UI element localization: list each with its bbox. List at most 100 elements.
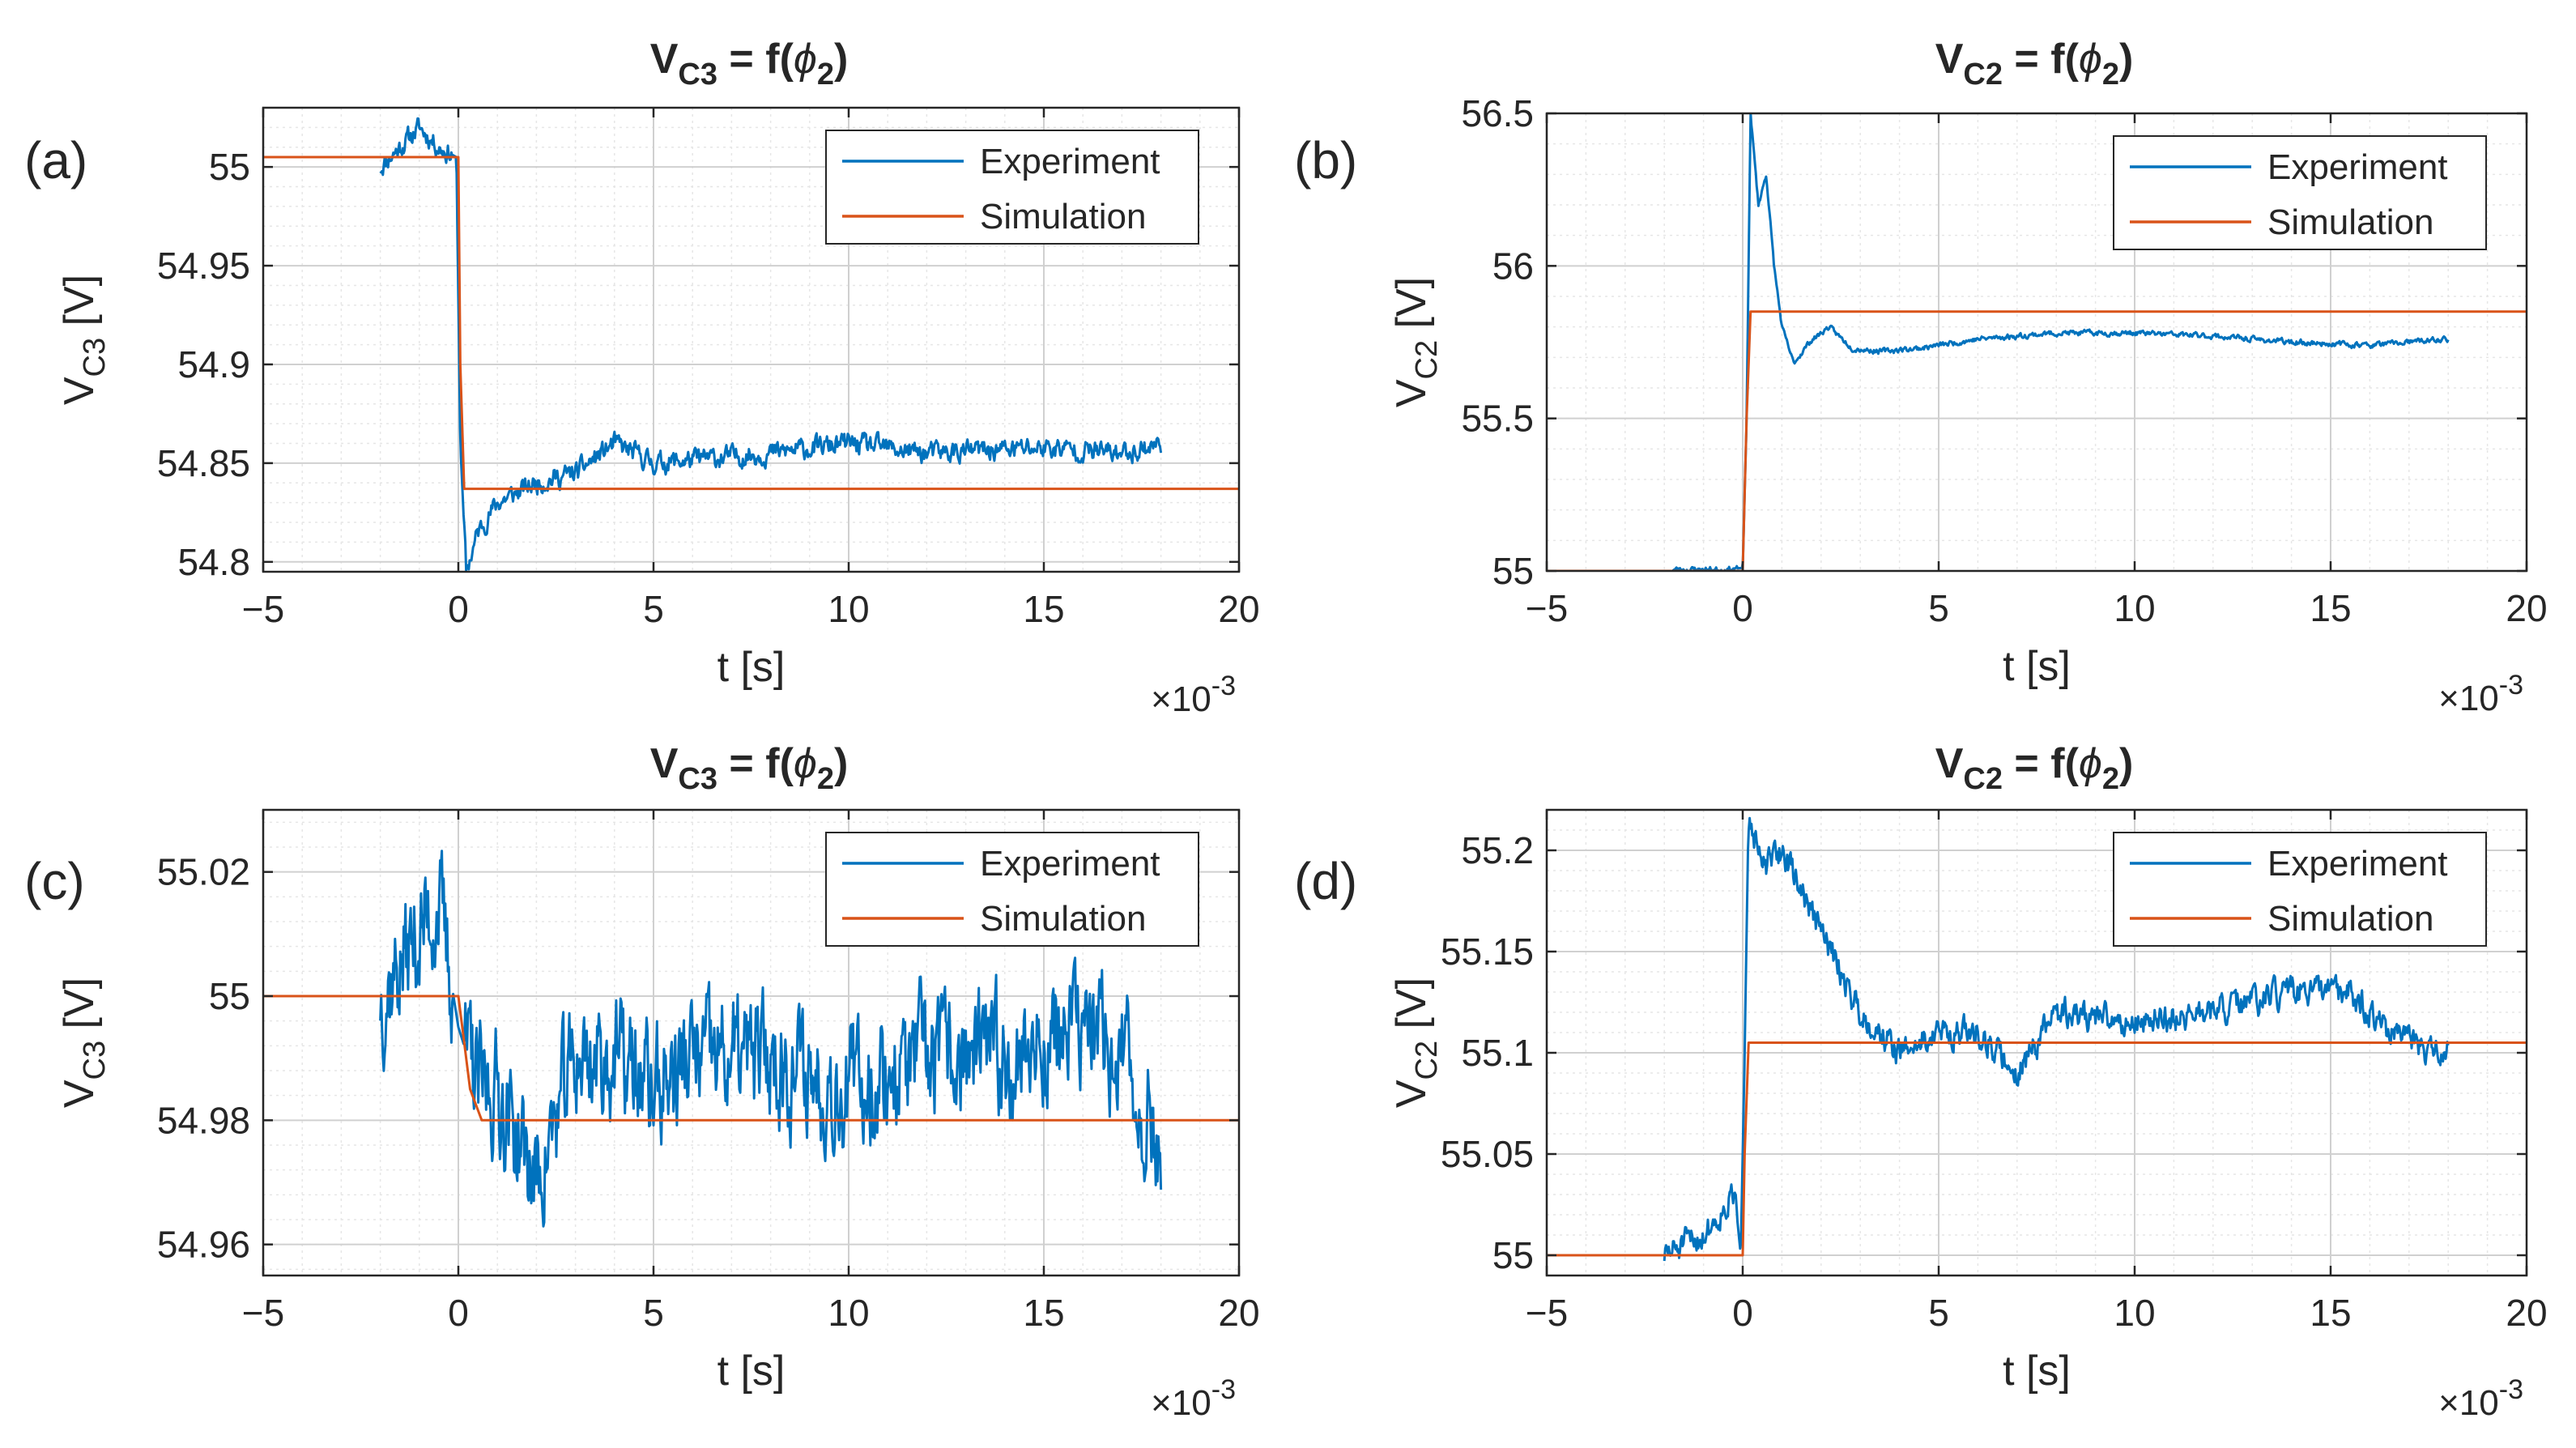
x-tick-label: 15: [2310, 587, 2351, 629]
x-axis-label: t [s]: [717, 644, 786, 691]
x-tick-label: 20: [2506, 587, 2547, 629]
panel-label: (a): [24, 131, 87, 190]
tick-marks: [262, 810, 1241, 1276]
panel-label: (b): [1294, 131, 1357, 190]
simulation-series-line: [263, 155, 1239, 491]
x-tick-label: −5: [242, 1292, 284, 1334]
y-tick-label: 54.98: [157, 1099, 250, 1141]
simulation-series-line: [263, 994, 1239, 1122]
legend: Experiment Simulation: [2113, 832, 2487, 947]
x-tick-label: 5: [1928, 587, 1949, 629]
y-axis-label: VC2 [V]: [1388, 277, 1444, 407]
y-tick-label: 56.5: [1461, 92, 1534, 134]
simulation-series-line: [1547, 1041, 2527, 1257]
x-tick-label: −5: [1526, 1292, 1568, 1334]
legend-label-simulation: Simulation: [2267, 899, 2433, 939]
y-tick-label: 56: [1492, 245, 1534, 287]
x-tick-label: 10: [2114, 1292, 2155, 1334]
x-tick-label: 15: [1023, 1292, 1064, 1334]
legend-label-simulation: Simulation: [980, 197, 1146, 236]
x-tick-label: 15: [1023, 588, 1064, 630]
x-axis-label: t [s]: [2003, 643, 2071, 690]
series-group: [263, 117, 1239, 572]
legend-label-simulation: Simulation: [980, 899, 1146, 939]
tick-marks: [1545, 810, 2528, 1276]
axes-box: [262, 106, 1241, 573]
legend-label-experiment: Experiment: [2267, 147, 2448, 187]
x-tick-label: 5: [643, 1292, 664, 1334]
x-tick-label: 0: [1732, 587, 1753, 629]
y-tick-label: 55.02: [157, 851, 250, 893]
axes-box: [1545, 808, 2528, 1277]
x-axis-label: t [s]: [2003, 1348, 2071, 1395]
chart-panel-d: −5 0 5 10 15 20 55 55.05 55.1 55.15 55.2 t [s] ×10-3…: [1294, 740, 2548, 1423]
x-tick-label: 20: [2506, 1292, 2547, 1334]
tick-marks: [262, 108, 1241, 572]
x-axis-multiplier: ×10-3: [2438, 1374, 2523, 1423]
x-tick-label: 0: [448, 588, 469, 630]
y-tick-label: 55.15: [1441, 931, 1534, 973]
chart-title: VC3 = f(ϕ2): [650, 36, 849, 92]
legend-box: [825, 130, 1199, 245]
legend-label-experiment: Experiment: [980, 844, 1160, 884]
x-tick-label: 10: [828, 1292, 869, 1334]
y-tick-label: 54.96: [157, 1224, 250, 1266]
y-axis-label: VC2 [V]: [1388, 977, 1444, 1108]
y-tick-label: 55: [1492, 550, 1534, 592]
panel-label: (d): [1294, 852, 1357, 910]
y-tick-label: 54.9: [177, 343, 250, 385]
x-tick-label: −5: [1526, 587, 1568, 629]
legend: Experiment Simulation: [2113, 135, 2487, 250]
legend-label-experiment: Experiment: [980, 142, 1160, 181]
x-tick-label: 0: [1732, 1292, 1753, 1334]
y-tick-label: 55.5: [1461, 398, 1534, 440]
chart-title: VC2 = f(ϕ2): [1935, 36, 2134, 92]
legend-box: [2113, 832, 2487, 947]
legend-box: [2113, 135, 2487, 250]
chart-panel-b: −5 0 5 10 15 20 55 55.5 56 56.5 t [s] ×10-3 VC2 [V] V…: [1294, 36, 2548, 718]
legend-label-experiment: Experiment: [2267, 844, 2448, 884]
panel-label: (c): [24, 852, 85, 910]
legend-label-simulation: Simulation: [2267, 202, 2433, 242]
x-tick-label: 0: [448, 1292, 469, 1334]
x-axis-multiplier: ×10-3: [2438, 670, 2523, 718]
simulation-series-line: [1547, 310, 2527, 571]
x-axis-label: t [s]: [717, 1348, 786, 1395]
chart-title: VC2 = f(ϕ2): [1935, 740, 2134, 796]
x-tick-label: 5: [643, 588, 664, 630]
experiment-series-line: [379, 850, 1163, 1228]
y-tick-label: 54.8: [177, 541, 250, 583]
legend: Experiment Simulation: [825, 130, 1199, 245]
y-tick-label: 55: [209, 146, 250, 188]
y-tick-label: 55: [1492, 1234, 1534, 1276]
axes-box: [1545, 112, 2528, 573]
y-tick-label: 55: [209, 975, 250, 1017]
legend-box: [825, 832, 1199, 947]
series-group: [1547, 113, 2527, 571]
tick-marks: [1545, 112, 2528, 573]
legend: Experiment Simulation: [825, 832, 1199, 947]
y-tick-label: 55.1: [1461, 1032, 1534, 1074]
x-tick-label: 10: [828, 588, 869, 630]
chart-title: VC3 = f(ϕ2): [650, 740, 849, 796]
x-tick-label: 20: [1218, 1292, 1259, 1334]
axes-box: [262, 808, 1241, 1277]
y-axis-label: VC3 [V]: [56, 977, 112, 1108]
y-tick-label: 55.05: [1441, 1133, 1534, 1175]
y-axis-label: VC3 [V]: [56, 275, 112, 405]
series-group: [263, 850, 1239, 1228]
x-tick-label: 20: [1218, 588, 1259, 630]
experiment-series-line: [1663, 816, 2450, 1262]
x-axis-multiplier: ×10-3: [1151, 1374, 1236, 1423]
chart-panel-c: −5 0 5 10 15 20 54.96 54.98 55 55.02 t [s] ×10-3 VC3…: [24, 740, 1260, 1423]
experiment-series-line: [1671, 113, 2450, 571]
x-tick-label: 15: [2310, 1292, 2351, 1334]
y-tick-label: 54.95: [157, 245, 250, 287]
y-tick-label: 55.2: [1461, 829, 1534, 871]
series-group: [1547, 816, 2527, 1262]
x-tick-label: 10: [2114, 587, 2155, 629]
x-tick-label: 5: [1928, 1292, 1949, 1334]
x-tick-label: −5: [242, 588, 284, 630]
y-tick-label: 54.85: [157, 442, 250, 484]
